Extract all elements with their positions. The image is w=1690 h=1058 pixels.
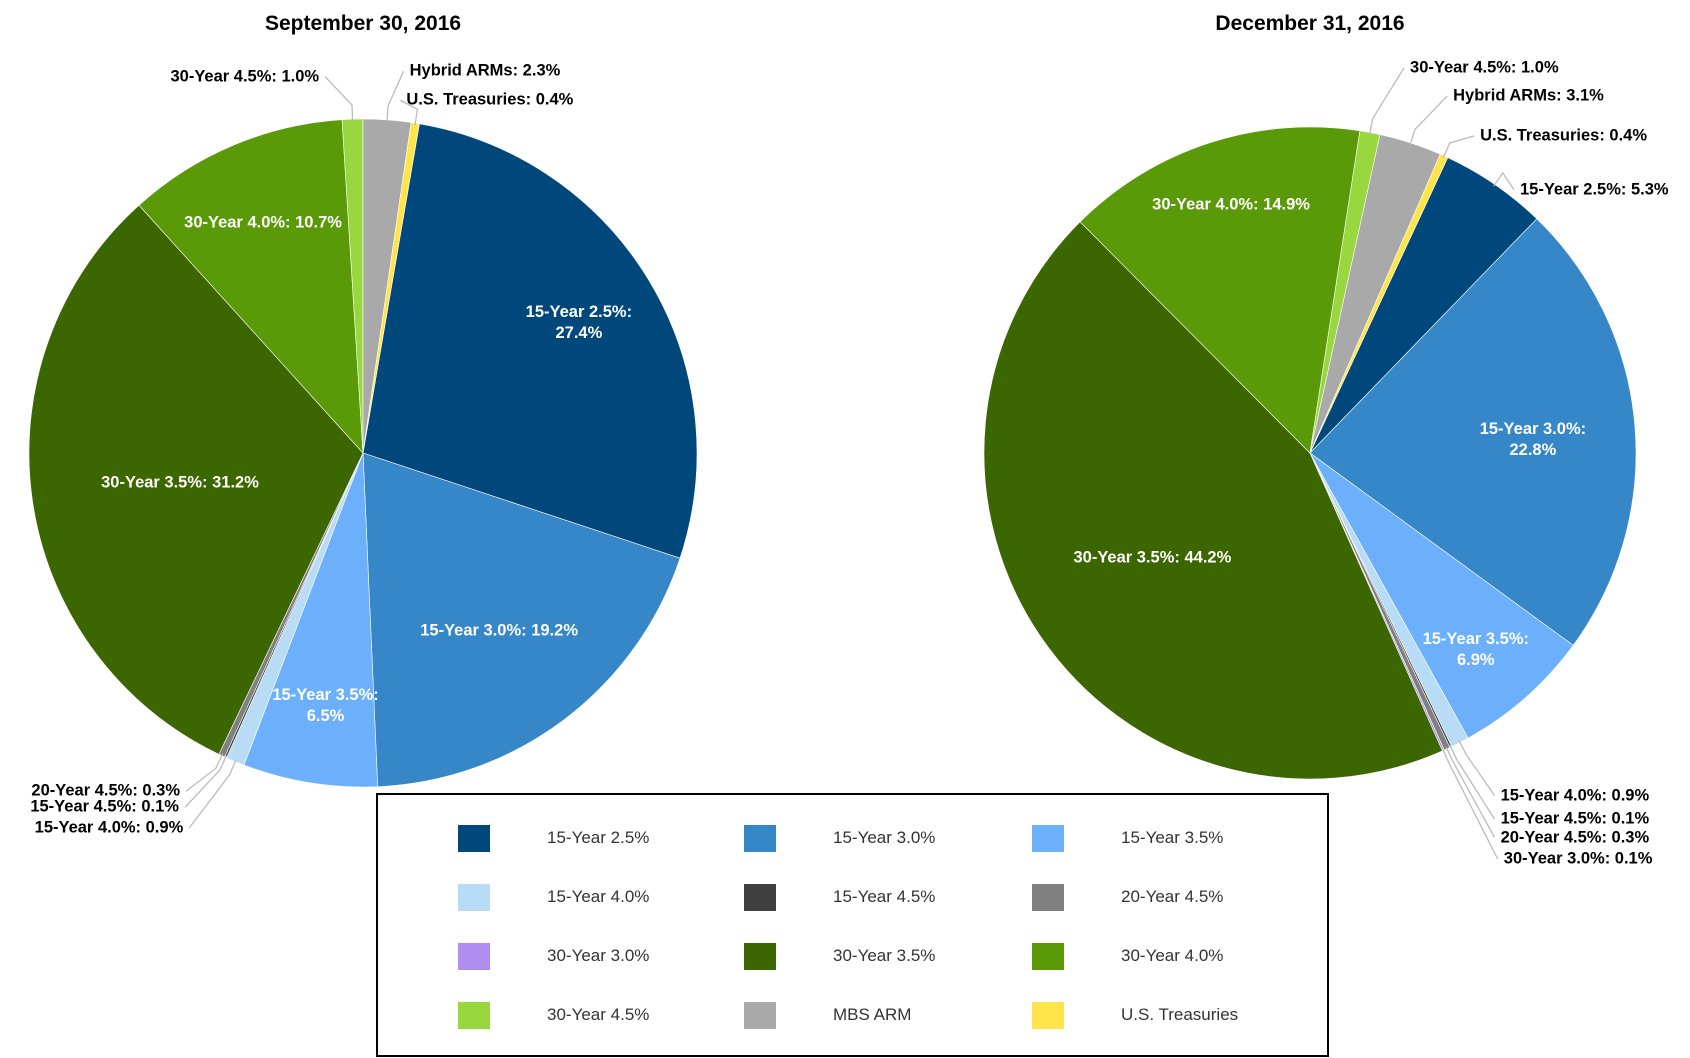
data-label: 20-Year 4.5%: 0.3% [1500,828,1650,847]
data-label: 15-Year 3.0%: 19.2% [420,621,578,640]
leader-line [1458,740,1496,796]
legend-label: 30-Year 4.0% [1121,946,1224,965]
legend-label: 15-Year 2.5% [547,828,650,847]
legend-swatch [744,825,776,852]
leader-line [324,76,354,122]
leader-line [184,755,227,808]
legend-label: 15-Year 4.0% [547,887,650,906]
data-label: U.S. Treasuries: 0.4% [406,90,574,109]
leader-line [1445,746,1496,838]
chart-title: September 30, 2016 [264,12,462,35]
data-label: 15-Year 3.0%: 22.8% [1479,419,1587,459]
legend-label: MBS ARM [833,1005,912,1024]
leader-line [1368,67,1405,135]
legend-label: 30-Year 3.0% [547,946,650,965]
data-label: 30-Year 4.0%: 14.9% [1152,195,1310,214]
pie-slice [1079,126,1361,454]
pie-slice [983,221,1443,780]
legend-swatch [744,943,776,970]
pie-slice [243,452,378,788]
data-label: 30-Year 3.5%: 31.2% [101,473,259,492]
legend-label: 15-Year 4.5% [833,887,936,906]
data-label: Hybrid ARMs: 3.1% [1453,86,1604,105]
leader-line [1442,135,1475,158]
legend-swatch [458,884,490,911]
data-label: 15-Year 2.5%: 5.3% [1519,180,1669,199]
pie-slice [1309,218,1637,646]
data-label: U.S. Treasuries: 0.4% [1480,126,1648,145]
legend-swatch [1032,943,1064,970]
pie-slice [362,452,681,787]
chart-title: December 31, 2016 [1215,12,1405,35]
legend-swatch [744,1002,776,1029]
legend-label: 15-Year 3.0% [833,828,936,847]
legend-box [376,793,1329,1057]
pie-slice [138,119,364,454]
legend-swatch [1032,825,1064,852]
data-label: 15-Year 4.0%: 0.9% [1500,786,1650,805]
leader-line [386,70,405,122]
data-label: 30-Year 4.5%: 1.0% [1410,58,1559,77]
leader-line [1409,95,1448,146]
legend-swatch [458,1002,490,1029]
data-label: 15-Year 3.5%: 6.5% [272,686,379,726]
pie-slice [1309,452,1574,739]
leader-line [1441,748,1499,860]
data-label: 30-Year 4.5%: 1.0% [170,67,320,86]
data-label: 20-Year 4.5%: 0.3% [31,781,181,800]
leader-line [1449,744,1496,820]
legend-swatch [1032,1002,1064,1029]
legend-swatch [1032,884,1064,911]
pie-slice [28,204,364,755]
leader-line [188,759,237,829]
leader-line [185,753,224,792]
leader-line [1493,171,1515,191]
data-label: Hybrid ARMs: 2.3% [409,61,561,80]
legend-label: 30-Year 4.5% [547,1005,650,1024]
leader-line [400,99,419,126]
data-label: 30-Year 3.5%: 44.2% [1073,548,1232,567]
data-label: 15-Year 4.0%: 0.9% [34,818,184,837]
data-label: 15-Year 4.5%: 0.1% [30,797,179,816]
legend-label: 15-Year 3.5% [1121,828,1224,847]
data-label: 15-Year 4.5%: 0.1% [1500,809,1650,828]
pie-slice [362,123,698,559]
legend-swatch [458,825,490,852]
legend-swatch [458,943,490,970]
legend-label: U.S. Treasuries [1121,1005,1239,1024]
legend-label: 30-Year 3.5% [833,946,936,965]
data-label: 15-Year 3.5%: 6.9% [1422,630,1529,670]
data-label: 15-Year 2.5%: 27.4% [525,303,633,343]
data-label: 30-Year 3.0%: 0.1% [1503,849,1653,868]
data-label: 30-Year 4.0%: 10.7% [184,213,342,232]
legend-label: 20-Year 4.5% [1121,887,1224,906]
legend-swatch [744,884,776,911]
